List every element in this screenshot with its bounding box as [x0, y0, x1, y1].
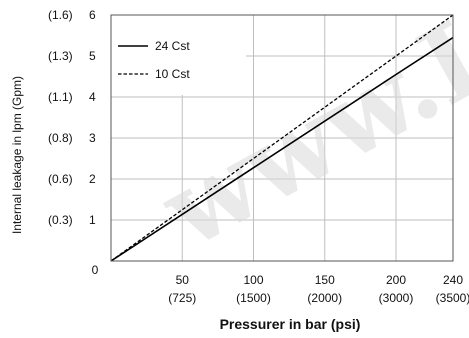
series-line-10-cst — [110, 14, 454, 262]
x-tick-sublabel: (725) — [168, 291, 196, 305]
y-tick-label: 6 — [89, 8, 96, 22]
legend-label: 24 Cst — [155, 39, 190, 53]
y-tick-sublabel: (0.8) — [48, 131, 73, 145]
y-axis-label: Internal leakage in lpm (Gpm) — [10, 76, 24, 234]
x-tick-sublabel: (3000) — [379, 291, 414, 305]
legend-label: 10 Cst — [155, 67, 190, 81]
y-tick-sublabel: (0.3) — [48, 213, 73, 227]
x-tick-sublabel: (1500) — [236, 291, 271, 305]
y-tick-labels: 1 (0.3) 2 (0.6) 3 (0.8) 4 (1.1) 5 (1.3) 6 (1.6) — [48, 8, 96, 227]
y-tick-label: 1 — [89, 213, 96, 227]
watermark: www.L — [142, 0, 469, 272]
y-tick-label: 5 — [89, 49, 96, 63]
y-tick-label: 4 — [89, 90, 96, 104]
axes — [110, 14, 454, 262]
x-tick-sublabel: (2000) — [307, 291, 342, 305]
x-tick-label: 50 — [176, 273, 190, 287]
x-tick-labels: 0 50 (725) 100 (1500) 150 (2000) 200 (3000) 240 (3… — [92, 263, 469, 305]
x-tick-label: 100 — [243, 273, 263, 287]
legend: 24 Cst 10 Cst — [118, 39, 190, 81]
y-tick-label: 3 — [89, 131, 96, 145]
y-tick-sublabel: (1.3) — [48, 49, 73, 63]
y-tick-sublabel: (1.1) — [48, 90, 73, 104]
plot-frame — [110, 14, 454, 262]
x-tick-sublabel: (3500) — [436, 291, 469, 305]
series-line-24-cst — [110, 36, 454, 262]
y-tick-label: 2 — [89, 172, 96, 186]
y-tick-sublabel: (0.6) — [48, 172, 73, 186]
x-tick-label: 240 — [443, 273, 463, 287]
x-tick-label: 150 — [315, 273, 335, 287]
x-tick-label: 0 — [92, 263, 99, 277]
x-tick-label: 200 — [386, 273, 406, 287]
y-tick-sublabel: (1.6) — [48, 8, 73, 22]
x-axis-label: Pressurer in bar (psi) — [220, 316, 361, 332]
series-lines — [110, 14, 454, 262]
